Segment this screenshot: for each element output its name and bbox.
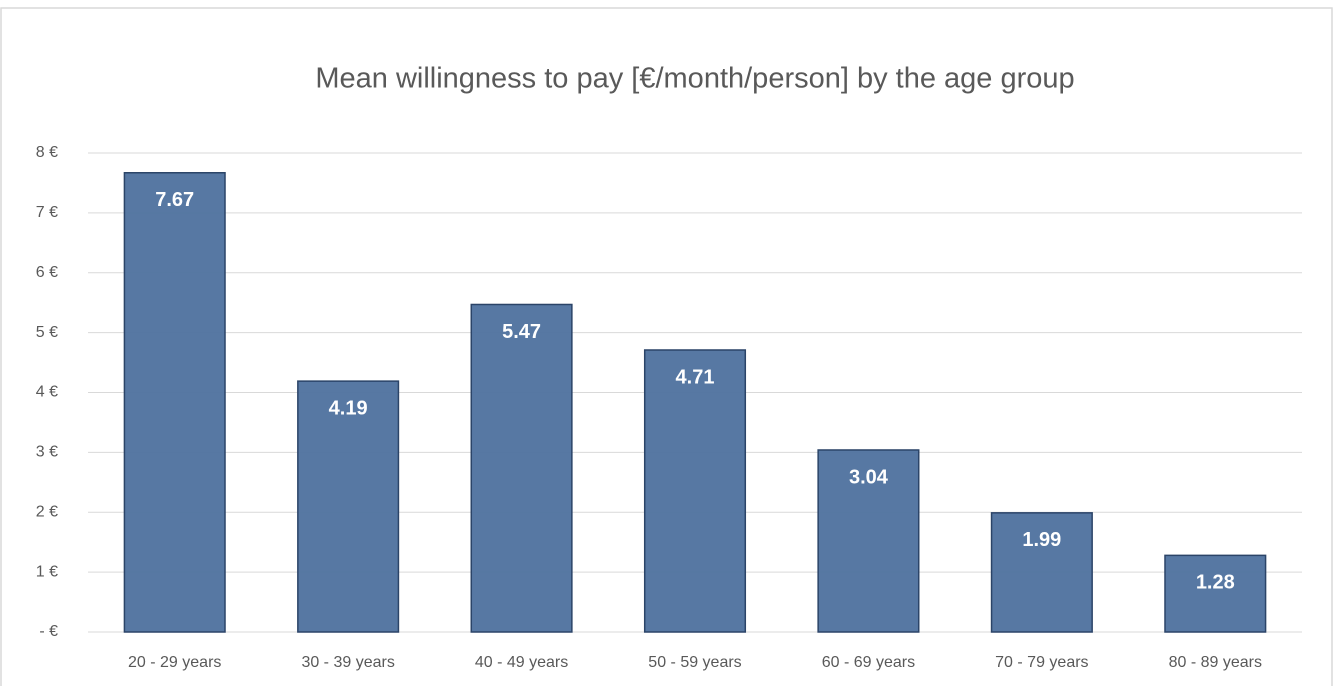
y-tick-label: 1 €: [36, 563, 58, 580]
x-tick-label: 40 - 49 years: [475, 654, 568, 671]
bar: [470, 303, 573, 633]
data-label: 7.67: [155, 189, 194, 211]
data-label: 5.47: [502, 321, 541, 343]
x-tick-label: 70 - 79 years: [995, 654, 1088, 671]
data-label: 4.19: [329, 397, 368, 419]
chart-title: Mean willingness to pay [€/month/person]…: [315, 63, 1074, 95]
x-tick-label: 50 - 59 years: [648, 654, 741, 671]
y-tick-label: 5 €: [36, 324, 58, 341]
y-tick-label: 3 €: [36, 444, 58, 461]
y-tick-label: - €: [39, 623, 58, 640]
x-tick-label: 20 - 29 years: [128, 654, 221, 671]
y-tick-label: 4 €: [36, 384, 58, 401]
x-tick-label: 30 - 39 years: [301, 654, 394, 671]
data-label: 4.71: [676, 366, 715, 388]
bar: [990, 512, 1093, 633]
y-tick-label: 7 €: [36, 204, 58, 221]
bar: [297, 380, 400, 633]
x-tick-label: 80 - 89 years: [1169, 654, 1262, 671]
bar: [1164, 554, 1267, 633]
y-tick-label: 2 €: [36, 503, 58, 520]
bar: [643, 349, 747, 633]
data-label: 3.04: [849, 466, 889, 488]
data-label: 1.28: [1196, 572, 1235, 594]
bar: [123, 172, 226, 633]
bar: [817, 449, 920, 633]
y-tick-label: 8 €: [36, 144, 58, 161]
y-tick-label: 6 €: [36, 264, 58, 281]
x-tick-label: 60 - 69 years: [822, 654, 915, 671]
data-label: 1.99: [1022, 529, 1061, 551]
chart-border: [0, 7, 1333, 686]
